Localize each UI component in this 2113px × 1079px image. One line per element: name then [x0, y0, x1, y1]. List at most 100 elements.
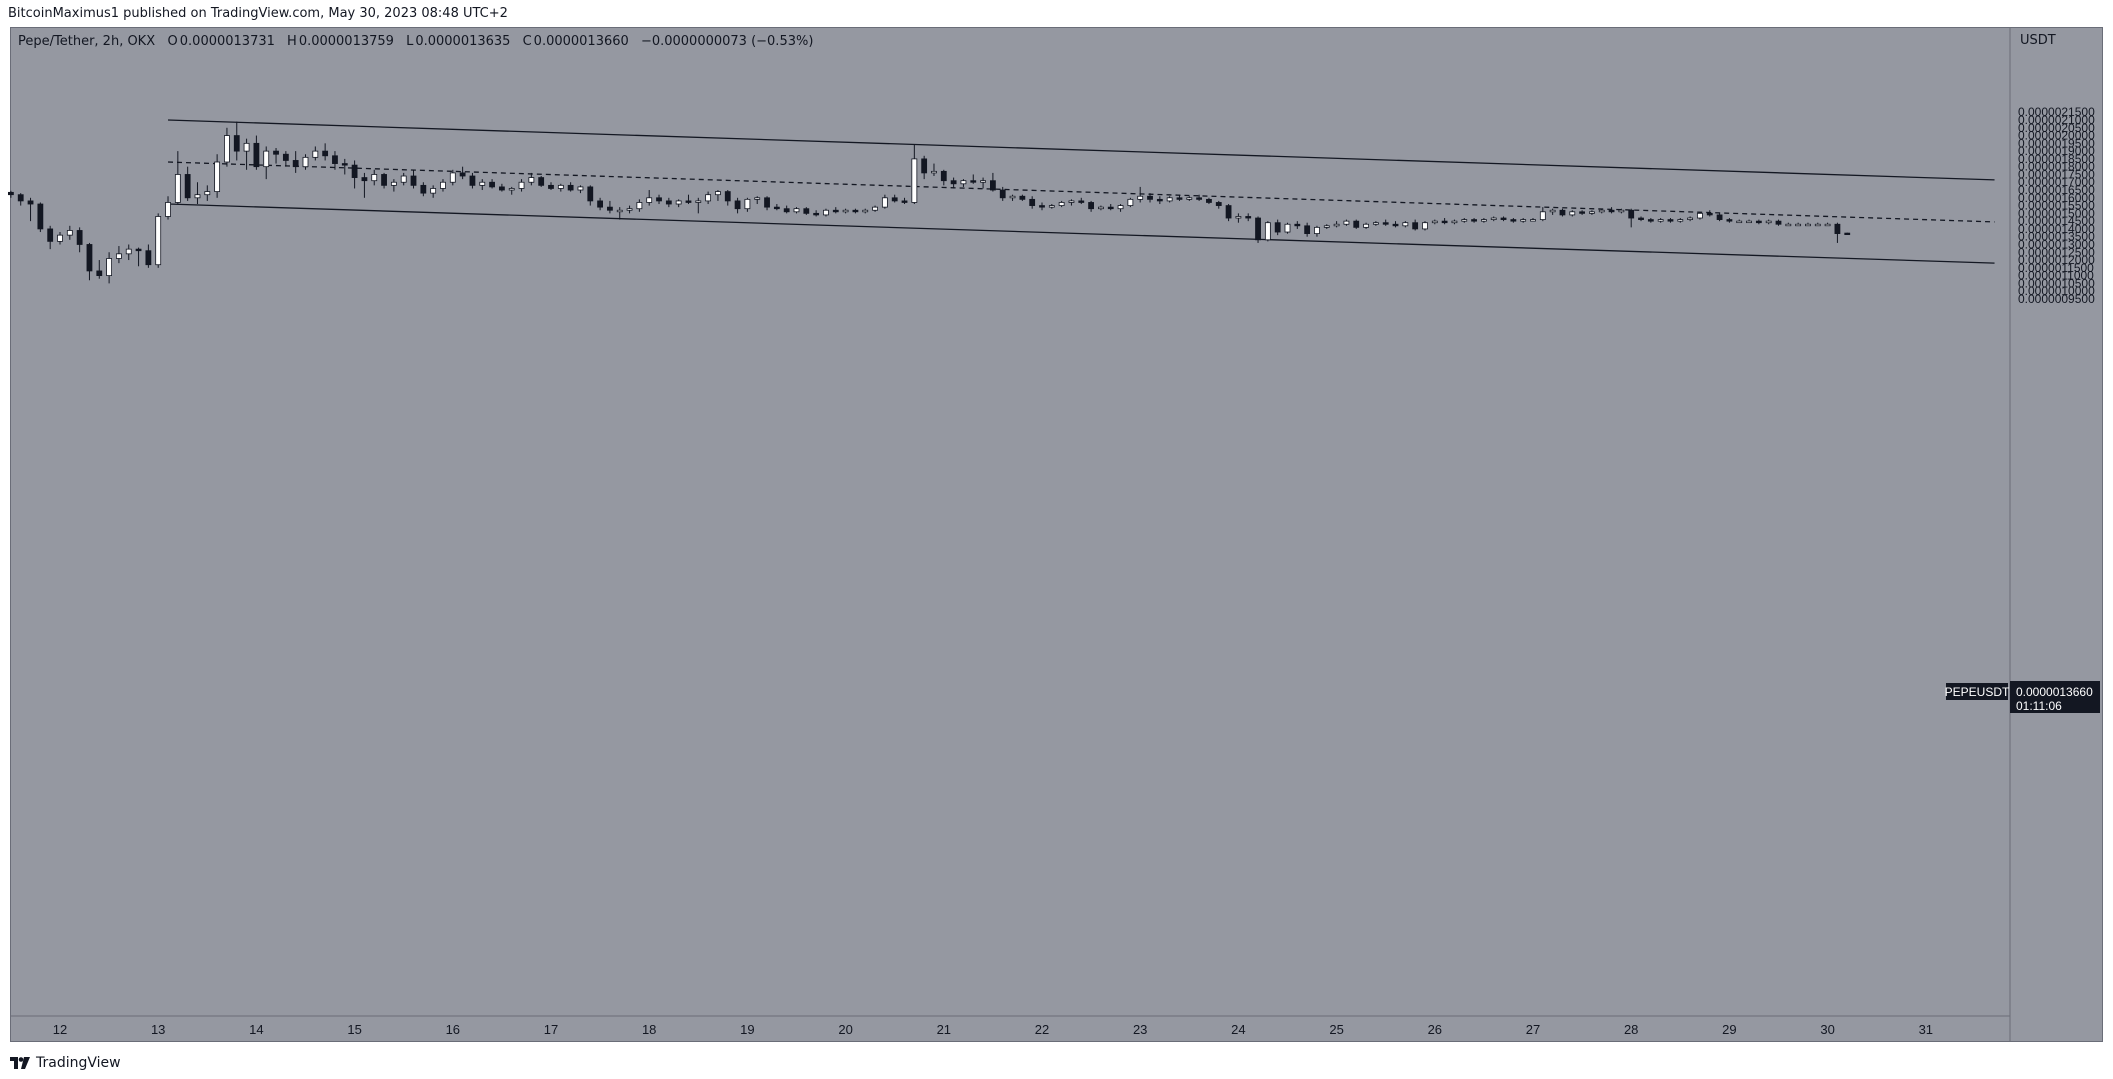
- candle-body: [990, 180, 996, 191]
- candle: [1638, 216, 1644, 222]
- candle: [832, 207, 839, 214]
- candle: [86, 242, 93, 281]
- candle: [881, 194, 888, 209]
- candle: [823, 208, 829, 217]
- candle: [76, 227, 83, 253]
- time-axis-tick: 17: [544, 1022, 558, 1037]
- time-axis-tick: 24: [1231, 1022, 1245, 1037]
- candle-body: [1206, 198, 1212, 203]
- price-axis-currency: USDT: [2020, 33, 2056, 48]
- candle-body: [86, 244, 93, 272]
- candle-body: [1824, 223, 1831, 227]
- candle-body: [1009, 195, 1016, 199]
- candle: [636, 199, 643, 212]
- candle: [695, 197, 702, 214]
- candle-body: [1225, 205, 1232, 219]
- candle: [921, 155, 928, 180]
- candle: [449, 169, 456, 186]
- time-axis[interactable]: 12 13 14 15 16 17 18 19 20 21 22 23 24 25 26 27 28 29 30 31: [10, 1015, 2010, 1037]
- candle: [734, 197, 741, 214]
- candle: [980, 177, 986, 189]
- candle: [1156, 196, 1163, 205]
- candle: [1746, 219, 1752, 224]
- candle: [1304, 222, 1311, 237]
- chart-legend: Pepe/Tether, 2h, OKX O 0.0000013731 H 0.00…: [18, 33, 813, 51]
- candle-body: [312, 150, 319, 158]
- candle: [1569, 210, 1576, 217]
- candle-body: [1608, 209, 1615, 213]
- candle-body: [607, 206, 613, 211]
- time-axis-tick: 21: [937, 1022, 951, 1037]
- candle-body: [744, 198, 751, 210]
- price-axis-tick: 0.0000018000: [2018, 160, 2095, 174]
- legend-high-key: H: [287, 34, 297, 49]
- candle-body: [970, 180, 977, 183]
- candle-body: [1264, 222, 1271, 241]
- candle: [1667, 218, 1674, 223]
- candle: [1589, 210, 1595, 215]
- time-axis-tick: 26: [1428, 1022, 1442, 1037]
- candle: [1078, 197, 1085, 205]
- candle: [1765, 219, 1772, 225]
- candle-body: [1795, 223, 1802, 227]
- legend-symbol[interactable]: Pepe/Tether, 2h, OKX: [18, 34, 156, 49]
- candle: [214, 154, 221, 198]
- candle: [1697, 211, 1703, 220]
- channel-resistance-line[interactable]: [167, 119, 1995, 181]
- candle: [1795, 222, 1802, 227]
- time-axis-tick: 23: [1133, 1022, 1147, 1037]
- candle: [1441, 218, 1448, 225]
- candle: [616, 207, 623, 220]
- price-axis-tick: 0.0000013500: [2018, 230, 2095, 244]
- candle-body: [715, 191, 721, 196]
- candle: [273, 148, 279, 164]
- candle-body: [931, 170, 937, 174]
- candle-body: [1137, 195, 1144, 200]
- candle-body: [1363, 223, 1369, 228]
- candle-body: [950, 180, 957, 185]
- time-axis-tick: 31: [1919, 1022, 1933, 1037]
- candle-body: [675, 200, 682, 205]
- candle-body: [194, 194, 201, 199]
- candle-body: [253, 142, 260, 168]
- channel-support-line[interactable]: [167, 203, 1995, 264]
- candle: [1314, 225, 1320, 237]
- candle: [764, 196, 770, 211]
- time-axis-tick: 27: [1526, 1022, 1540, 1037]
- candle: [557, 183, 564, 192]
- candle-body: [1117, 205, 1124, 210]
- candle: [901, 197, 908, 205]
- candle-body: [292, 160, 299, 168]
- time-axis-tick: 28: [1624, 1022, 1638, 1037]
- candle: [1736, 219, 1743, 224]
- candle: [1019, 194, 1026, 201]
- candle-body: [1461, 219, 1468, 222]
- candle-body: [1304, 225, 1311, 234]
- candle: [1471, 218, 1477, 223]
- candle-body: [96, 270, 103, 277]
- candle-body: [1736, 220, 1743, 224]
- candles-layer: [7, 121, 1851, 284]
- candle-body: [1078, 200, 1085, 203]
- candle: [1775, 219, 1782, 226]
- candle-body: [1098, 206, 1104, 210]
- candle-body: [224, 135, 230, 163]
- candle: [1107, 204, 1114, 211]
- candle: [911, 144, 918, 205]
- candle-body: [940, 170, 947, 182]
- candle-body: [1490, 217, 1497, 220]
- candle-body: [1589, 211, 1595, 214]
- candle-body: [1638, 217, 1644, 220]
- price-axis[interactable]: 0.00000095000.00000100000.00000105000.00…: [2009, 27, 2095, 1042]
- candle: [459, 166, 466, 180]
- candle: [1264, 221, 1271, 242]
- candle-body: [322, 150, 329, 157]
- candle: [656, 194, 662, 205]
- candle: [1608, 207, 1615, 214]
- candle-body: [1372, 222, 1379, 225]
- candle-body: [891, 197, 898, 202]
- channel-midline-line[interactable]: [167, 161, 1995, 223]
- chart-pane[interactable]: [10, 27, 2103, 1042]
- price-axis-tick: 0.0000014000: [2018, 222, 2095, 236]
